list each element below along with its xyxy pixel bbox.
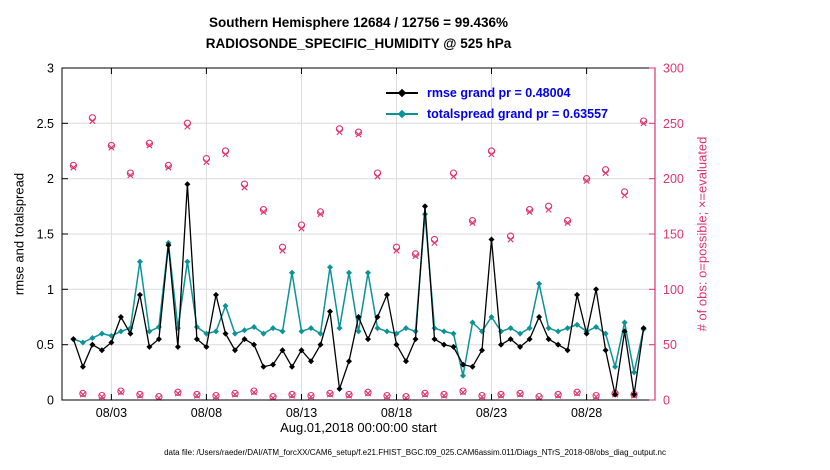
svg-text:1: 1 <box>47 283 54 297</box>
legend-label-rmse: rmse grand pr = 0.48004 <box>427 85 571 100</box>
svg-text:08/08: 08/08 <box>191 406 222 420</box>
rmse-series <box>70 181 647 398</box>
legend-label-totalspread: totalspread grand pr = 0.63557 <box>427 106 608 121</box>
y-axis-label-left: rmse and totalspread <box>11 172 27 296</box>
legend: rmse grand pr = 0.48004 totalspread gran… <box>386 85 608 121</box>
svg-text:50: 50 <box>663 338 677 352</box>
grid-layer <box>62 68 655 400</box>
legend-item-totalspread: totalspread grand pr = 0.63557 <box>386 106 608 121</box>
svg-text:08/18: 08/18 <box>381 406 412 420</box>
rmse-marker <box>397 88 407 97</box>
svg-text:0: 0 <box>663 394 670 408</box>
title-line1: Southern Hemisphere 12684 / 12756 = 99.4… <box>208 15 509 30</box>
totalspread-line-sample <box>386 109 418 118</box>
svg-text:1.5: 1.5 <box>37 228 54 242</box>
svg-text:08/28: 08/28 <box>571 406 602 420</box>
svg-text:2: 2 <box>47 172 54 186</box>
legend-item-rmse: rmse grand pr = 0.48004 <box>386 85 608 100</box>
svg-text:2.5: 2.5 <box>37 117 54 131</box>
tick-labels: 0 0.5 1 1.5 2 2.5 3 0 50 100 150 200 250 300 08/03 08/0… <box>37 62 684 421</box>
totalspread-series <box>70 211 647 379</box>
plot-title: Southern Hemisphere 12684 / 12756 = 99.4… <box>62 12 655 54</box>
svg-text:08/23: 08/23 <box>476 406 507 420</box>
svg-text:0: 0 <box>47 394 54 408</box>
y-axis-label-right: # of obs: o=possible; ×=evaluated <box>694 136 710 332</box>
totalspread-marker <box>397 109 407 118</box>
svg-text:150: 150 <box>663 228 684 242</box>
svg-text:3: 3 <box>47 62 54 76</box>
x-axis-label: Aug.01,2018 00:00:00 start <box>280 420 437 435</box>
svg-text:300: 300 <box>663 62 684 76</box>
svg-text:250: 250 <box>663 117 684 131</box>
svg-text:100: 100 <box>663 283 684 297</box>
svg-text:200: 200 <box>663 172 684 186</box>
svg-text:08/03: 08/03 <box>96 406 127 420</box>
svg-text:0.5: 0.5 <box>37 338 54 352</box>
obs-markers-layer <box>69 114 648 401</box>
rmse-line-sample <box>386 88 418 97</box>
data-file-caption: data file: /Users/raeder/DAI/ATM_forcXX/… <box>164 448 666 457</box>
svg-text:08/13: 08/13 <box>286 406 317 420</box>
axes-frame <box>61 67 656 401</box>
title-line2: RADIOSONDE_SPECIFIC_HUMIDITY @ 525 hPa <box>205 36 512 51</box>
